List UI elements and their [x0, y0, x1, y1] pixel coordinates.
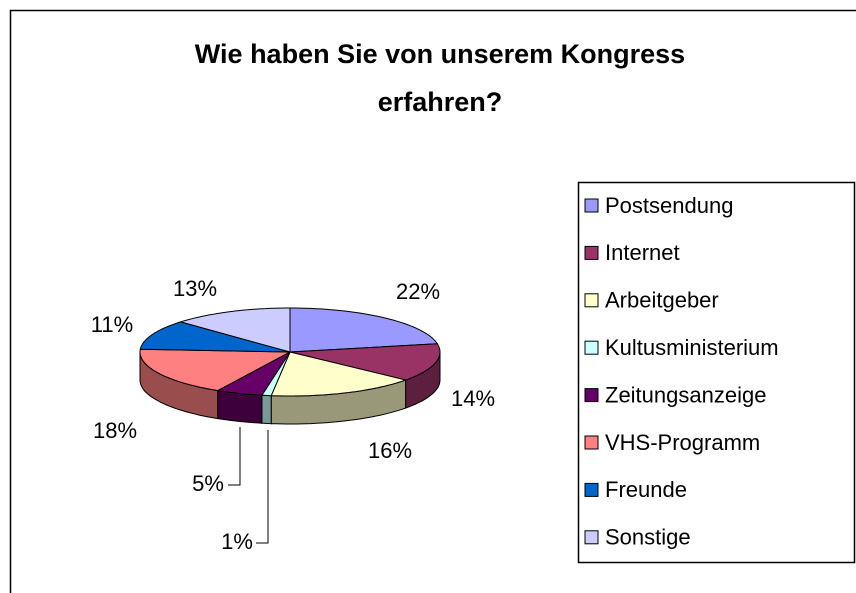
legend-swatch	[584, 198, 599, 213]
legend-label: Freunde	[605, 477, 687, 502]
data-label: 13%	[173, 276, 217, 301]
slice	[178, 307, 291, 353]
legend-label: Zeitungsanzeige	[605, 382, 766, 407]
legend-box	[577, 181, 856, 564]
legend-label: Sonstige	[605, 525, 691, 550]
chart-border	[9, 9, 856, 593]
data-label: 14%	[451, 386, 495, 411]
data-label: 22%	[396, 279, 440, 304]
legend-label: Internet	[605, 240, 680, 265]
chart-title: Wie haben Sie von unserem Kongress erfah…	[194, 39, 686, 117]
data-label: 1%	[221, 529, 253, 554]
legend-swatch	[584, 293, 599, 308]
data-label: 16%	[368, 438, 412, 463]
legend-label: Postsendung	[605, 193, 733, 218]
data-label: 18%	[93, 418, 137, 443]
data-label: 5%	[192, 471, 224, 496]
legend-swatch	[584, 245, 599, 260]
leader-line	[228, 427, 241, 486]
slice	[289, 343, 441, 381]
legend-swatch	[584, 482, 599, 497]
legend-swatch	[584, 530, 599, 545]
slice	[289, 307, 439, 353]
legend-swatch	[584, 388, 599, 403]
legend-label: Arbeitgeber	[605, 288, 719, 313]
legend-label: Kultusministerium	[605, 335, 779, 360]
slice	[270, 351, 408, 397]
slice-side	[261, 394, 272, 425]
slice-side	[217, 390, 263, 424]
slice	[139, 348, 292, 392]
legend-label: VHS-Programm	[605, 430, 760, 455]
leader-line	[256, 430, 269, 544]
slice	[215, 351, 291, 396]
data-label: 11%	[91, 312, 133, 337]
legend-swatch	[584, 340, 599, 355]
slice	[139, 321, 291, 353]
legend-swatch	[584, 435, 599, 450]
